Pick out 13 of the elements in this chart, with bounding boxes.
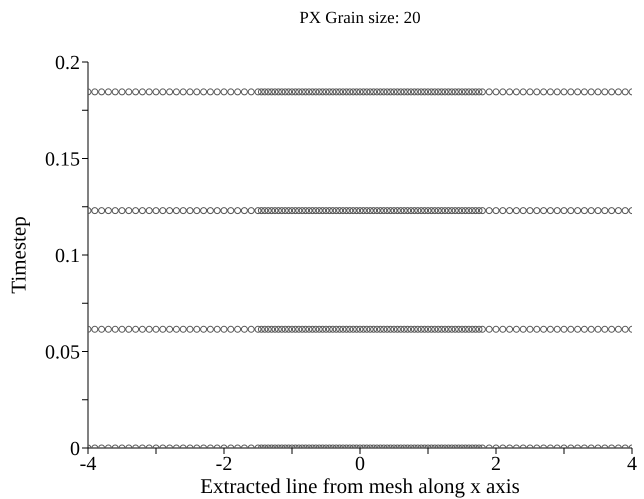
x-tick-label: -4 xyxy=(80,453,96,476)
y-tick-label: 0 xyxy=(70,438,80,460)
y-axis-title: Timestep xyxy=(6,216,30,294)
chart-title: PX Grain size: 20 xyxy=(298,8,422,28)
x-axis-title: Extracted line from mesh along x axis xyxy=(200,474,520,498)
x-tick-label: 4 xyxy=(627,453,637,476)
y-tick-label: 0.2 xyxy=(55,52,80,74)
y-tick-label: 0.15 xyxy=(45,148,80,171)
y-tick-label: 0.05 xyxy=(45,342,80,364)
x-tick-label: 0 xyxy=(355,453,365,476)
x-tick-label: 2 xyxy=(491,453,501,476)
y-tick-label: 0.1 xyxy=(55,245,80,268)
x-tick-label: -2 xyxy=(216,453,232,476)
